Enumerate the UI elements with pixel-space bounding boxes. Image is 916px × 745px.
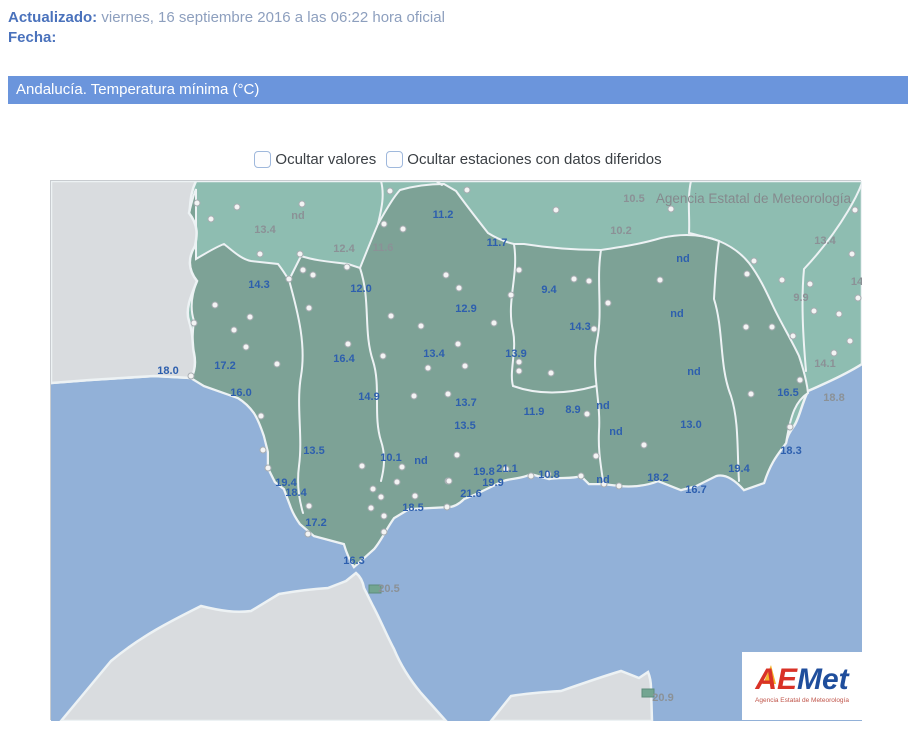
updated-line: Actualizado: viernes, 16 septiembre 2016…: [8, 8, 908, 28]
station-value: 14.3: [248, 279, 269, 291]
station-value: 13.4: [423, 348, 445, 360]
station-value: nd: [596, 400, 609, 412]
station-value: nd: [687, 366, 700, 378]
date-label: Fecha:: [8, 29, 57, 46]
station-value: 12.9: [455, 303, 476, 315]
portugal-land: [49, 179, 199, 385]
station-value: 13.0: [680, 419, 701, 431]
station-value: 19.9: [482, 477, 503, 489]
station-value: 18.4: [285, 487, 307, 499]
station-value: 14.3: [569, 321, 590, 333]
province-borders: [288, 180, 863, 514]
station-value: 19.4: [728, 463, 750, 475]
station-value: 10.1: [380, 452, 401, 464]
station-value: 21.1: [496, 463, 517, 475]
aemet-logo: AEMet Agencia Estatal de Meteorología: [742, 652, 862, 720]
hide-values-checkbox[interactable]: [254, 150, 272, 168]
station-value: 13.5: [454, 420, 475, 432]
station-value: 17.2: [214, 360, 235, 372]
station-value: 14.1: [814, 358, 835, 370]
station-value: 13.5: [303, 445, 324, 457]
logo-tagline: Agencia Estatal de Meteorología: [755, 697, 849, 704]
map-controls: Ocultar valores Ocultar estaciones con d…: [8, 148, 908, 170]
page-title: Andalucía. Temperatura mínima (°C): [8, 76, 908, 104]
station-value: 16.7: [685, 484, 706, 496]
station-value: 11.6: [373, 242, 394, 254]
temperature-map[interactable]: nd 13.4 11.2 12.4 11.6 11.7 10.5 10.2 13.4 nd 14.3…: [49, 179, 864, 723]
station-value: nd: [596, 474, 609, 486]
hide-deferred-label: Ocultar estaciones con datos diferidos: [407, 150, 662, 168]
station-value: 20.5: [378, 583, 399, 595]
station-value: nd: [291, 210, 304, 222]
station-value: 10.5: [623, 193, 644, 205]
station-value: 11.7: [487, 237, 508, 249]
station-value: 8.9: [565, 404, 580, 416]
station-values: nd 13.4 11.2 12.4 11.6 11.7 10.5 10.2 13.4 nd 14.3…: [157, 193, 864, 704]
date-line: Fecha:: [8, 28, 908, 48]
station-value: 14: [851, 276, 862, 288]
station-value: 16.5: [777, 387, 798, 399]
morocco-land-east: [488, 669, 654, 723]
station-value: 19.8: [473, 466, 494, 478]
station-value: 12.4: [333, 243, 355, 255]
station-value: 10.2: [610, 225, 631, 237]
station-value: 14.9: [358, 391, 379, 403]
station-value: 13.9: [505, 348, 526, 360]
station-value: nd: [609, 426, 622, 438]
station-value: 9.4: [541, 284, 557, 296]
updated-value: viernes, 16 septiembre 2016 a las 06:22 …: [97, 9, 445, 26]
hide-deferred-checkbox[interactable]: [386, 150, 404, 168]
station-value: 11.2: [433, 209, 454, 221]
logo-yellow-triangle: [763, 665, 776, 684]
square-markers: [368, 584, 655, 698]
station-value: nd: [676, 253, 689, 265]
station-value: 9.9: [793, 292, 808, 304]
station-value: 16.4: [333, 353, 355, 365]
station-value: 18.0: [157, 365, 178, 377]
station-value: 13.4: [254, 224, 276, 236]
station-value: 18.8: [823, 392, 844, 404]
station-value: 18.3: [780, 445, 801, 457]
station-value: 13.7: [455, 397, 476, 409]
station-value: 20.9: [652, 692, 673, 704]
station-value: 17.2: [305, 517, 326, 529]
station-value: 13.4: [814, 235, 836, 247]
svg-text:AEMet: AEMet: [754, 663, 850, 696]
station-value: 12.0: [350, 283, 371, 295]
station-value: nd: [414, 455, 427, 467]
station-value: nd: [670, 308, 683, 320]
station-value: 10.8: [538, 469, 559, 481]
station-value: 18.5: [402, 502, 423, 514]
station-value: 16.3: [343, 555, 364, 567]
hide-deferred-control[interactable]: Ocultar estaciones con datos diferidos: [386, 150, 662, 168]
station-value: 11.9: [524, 406, 545, 418]
morocco-land-west: [58, 571, 449, 723]
hide-values-control[interactable]: Ocultar valores: [254, 150, 377, 168]
station-value: 18.2: [647, 472, 668, 484]
updated-label: Actualizado:: [8, 9, 98, 26]
station-value: 16.0: [230, 387, 251, 399]
hide-values-label: Ocultar valores: [275, 150, 377, 168]
watermark-text: Agencia Estatal de Meteorología: [656, 191, 852, 206]
station-value: 21.6: [460, 488, 481, 500]
station-dots: [187, 186, 862, 538]
station-value: 19.4: [275, 477, 297, 489]
